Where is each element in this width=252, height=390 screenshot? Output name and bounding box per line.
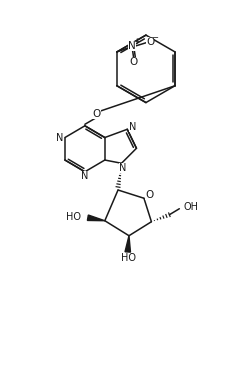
- Text: −: −: [151, 33, 158, 42]
- Text: O: O: [146, 37, 154, 47]
- Text: N: N: [56, 133, 63, 142]
- Text: N: N: [129, 122, 136, 132]
- Text: N: N: [128, 41, 136, 51]
- Polygon shape: [87, 215, 105, 221]
- Text: O: O: [145, 190, 153, 200]
- Text: HO: HO: [121, 253, 136, 263]
- Text: N: N: [81, 171, 88, 181]
- Text: N: N: [119, 163, 127, 173]
- Text: O: O: [92, 109, 101, 119]
- Text: HO: HO: [66, 212, 81, 222]
- Text: O: O: [129, 57, 138, 67]
- Text: +: +: [134, 37, 140, 46]
- Polygon shape: [125, 236, 131, 252]
- Text: OH: OH: [183, 202, 198, 212]
